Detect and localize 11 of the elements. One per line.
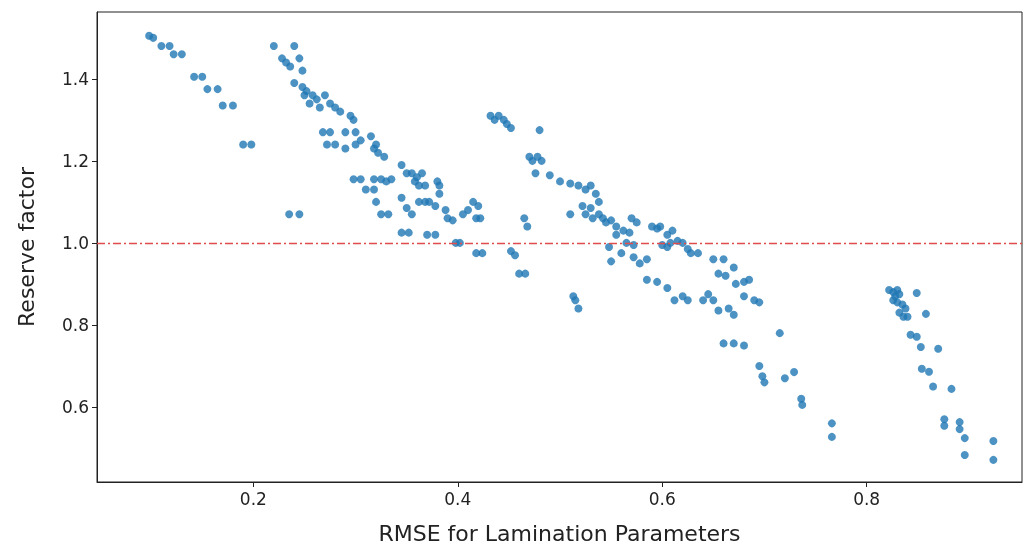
y-tick-label: 1.0 (61, 232, 89, 253)
x-tick-label: 0.2 (239, 488, 267, 509)
y-axis-title: Reserve factor (13, 166, 39, 327)
x-tick-label: 0.8 (853, 488, 881, 509)
y-tick-label: 1.4 (61, 68, 89, 89)
y-tick-label: 0.8 (61, 314, 89, 335)
x-axis-title: RMSE for Lamination Parameters (378, 520, 741, 546)
y-tick-label: 1.2 (61, 150, 89, 171)
x-tick-label: 0.4 (444, 488, 472, 509)
y-tick-label: 0.6 (61, 396, 89, 417)
x-tick-label: 0.6 (648, 488, 676, 509)
